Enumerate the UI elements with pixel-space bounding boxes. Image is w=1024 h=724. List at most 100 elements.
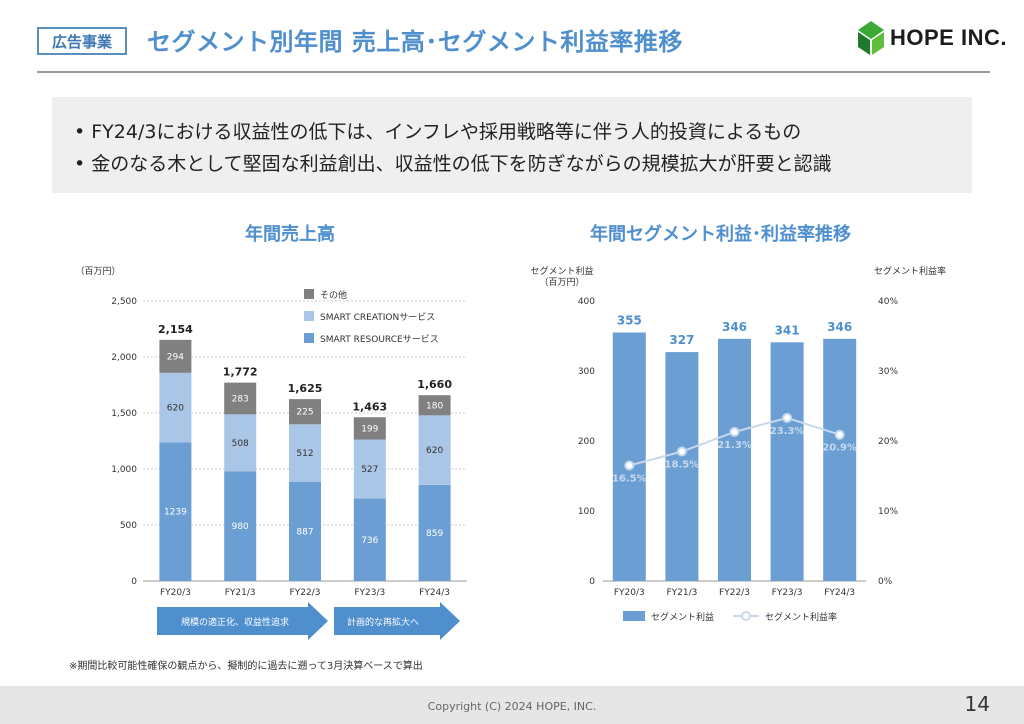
bar-segment xyxy=(224,471,257,581)
arrow-banner-2-label: 計画的な再拡大へ xyxy=(347,616,419,628)
page-number: 14 xyxy=(964,692,990,716)
margin-value-label: 23.3% xyxy=(770,426,805,437)
bar-total-label: 1,660 xyxy=(417,378,452,391)
bar-segment xyxy=(224,382,257,415)
bar-value-label: 283 xyxy=(232,394,249,404)
legend-swatch xyxy=(304,289,314,299)
profit-value-label: 346 xyxy=(827,320,852,334)
arrow-banner-1-label: 規模の適正化、収益性追求 xyxy=(181,616,289,628)
y2-tick-label: 0% xyxy=(878,577,893,587)
revenue-chart-title: 年間売上高 xyxy=(245,224,335,245)
y-tick-label: 300 xyxy=(578,367,595,377)
profit-bar xyxy=(665,352,699,581)
y2-tick-label: 10% xyxy=(878,507,898,517)
margin-value-label: 20.9% xyxy=(822,443,857,454)
profit-right-unit: セグメント利益率 xyxy=(874,265,946,277)
bar-segment xyxy=(418,395,451,416)
legend-label: その他 xyxy=(320,289,347,301)
margin-value-label: 21.3% xyxy=(717,440,752,451)
margin-point xyxy=(729,426,740,437)
bar-value-label: 736 xyxy=(361,536,378,546)
bar-total-label: 2,154 xyxy=(158,323,193,336)
page-title: セグメント別年間 売上高･セグメント利益率推移 xyxy=(147,28,683,56)
margin-point xyxy=(834,429,845,440)
bar-value-label: 859 xyxy=(426,529,443,539)
bar-value-label: 1239 xyxy=(164,508,187,518)
x-tick-label: FY20/3 xyxy=(160,588,191,598)
footnote: ※期間比較可能性確保の観点から、擬制的に過去に遡って3月決算ベースで算出 xyxy=(69,661,423,672)
bar-value-label: 294 xyxy=(167,352,184,362)
legend-swatch xyxy=(304,311,314,321)
bar-segment xyxy=(224,414,257,472)
legend-label: SMART RESOURCEサービス xyxy=(320,334,439,345)
y-tick-label: 2,500 xyxy=(111,297,137,307)
x-tick-label: FY22/3 xyxy=(719,588,750,598)
bar-total-label: 1,463 xyxy=(352,400,387,413)
profit-left-unit-line1: セグメント利益 xyxy=(530,265,593,277)
x-tick-label: FY22/3 xyxy=(290,588,321,598)
bar-value-label: 225 xyxy=(296,408,313,418)
bar-value-label: 512 xyxy=(296,449,313,459)
bar-value-label: 887 xyxy=(296,527,313,537)
summary-box: • FY24/3における収益性の低下は、インフレや採用戦略等に伴う人的投資による… xyxy=(52,97,972,193)
profit-bar xyxy=(718,338,751,581)
bar-total-label: 1,772 xyxy=(223,366,258,379)
revenue-unit-label: （百万円） xyxy=(75,266,120,277)
revenue-stacked-bar-chart: （百万円） 0 500 1,000 1,500 2,000 2,500 1239 620 29… xyxy=(75,266,467,640)
bar-segment xyxy=(159,339,192,373)
profit-value-label: 346 xyxy=(722,320,747,334)
legend-marker xyxy=(741,611,751,621)
bar-segment xyxy=(159,372,192,443)
profit-left-unit-line2: （百万円） xyxy=(539,277,584,288)
margin-value-label: 18.5% xyxy=(665,460,700,471)
bar-segment xyxy=(418,415,451,485)
y-tick-label: 1,000 xyxy=(111,465,137,475)
margin-value-label: 16.5% xyxy=(612,474,647,485)
x-tick-label: FY23/3 xyxy=(354,588,385,598)
margin-point xyxy=(676,446,687,457)
bar-value-label: 527 xyxy=(361,465,378,475)
profit-bar xyxy=(770,342,804,581)
segment-profit-combo-chart: セグメント利益 （百万円） セグメント利益率 0 100 200 300 400 0% 10… xyxy=(530,265,946,623)
copyright: Copyright (C) 2024 HOPE, INC. xyxy=(427,700,597,713)
arrow-banner-2 xyxy=(334,602,460,640)
bar-segment xyxy=(353,498,386,581)
bar-value-label: 620 xyxy=(167,404,184,414)
y-tick-label: 2,000 xyxy=(111,353,137,363)
profit-value-label: 341 xyxy=(775,323,800,337)
legend-label: セグメント利益 xyxy=(651,611,714,623)
y-tick-label: 1,500 xyxy=(111,409,137,419)
bar-segment xyxy=(289,424,321,482)
y-tick-label: 0 xyxy=(131,577,137,587)
arrow-banner-1 xyxy=(157,602,328,640)
legend-swatch xyxy=(304,333,314,343)
bar-segment xyxy=(289,481,321,581)
y2-tick-label: 20% xyxy=(878,437,898,447)
x-tick-label: FY24/3 xyxy=(824,588,855,598)
profit-bar xyxy=(823,338,857,581)
y-tick-label: 0 xyxy=(589,577,595,587)
bar-value-label: 199 xyxy=(361,424,378,434)
bar-value-label: 180 xyxy=(426,401,443,411)
margin-point xyxy=(624,460,635,471)
profit-value-label: 355 xyxy=(617,314,642,328)
hope-logo-icon xyxy=(858,21,884,55)
y2-tick-label: 30% xyxy=(878,367,898,377)
header-divider xyxy=(37,71,990,73)
profit-bar xyxy=(612,332,646,581)
profit-value-label: 327 xyxy=(669,333,694,347)
bar-total-label: 1,625 xyxy=(288,382,323,395)
x-tick-label: FY21/3 xyxy=(225,588,256,598)
legend-swatch xyxy=(623,611,645,621)
bar-value-label: 508 xyxy=(232,439,249,449)
y-tick-label: 400 xyxy=(578,297,595,307)
company-logo: HOPE INC. xyxy=(858,21,1007,55)
y-tick-label: 500 xyxy=(120,521,137,531)
y2-tick-label: 40% xyxy=(878,297,898,307)
profit-chart-title: 年間セグメント利益･利益率推移 xyxy=(590,224,851,245)
bar-segment xyxy=(353,417,386,440)
bar-segment xyxy=(353,439,386,499)
legend-label: SMART CREATIONサービス xyxy=(320,312,435,323)
bar-segment xyxy=(289,399,321,425)
summary-bullet: • 金のなる木として堅固な利益創出、収益性の低下を防ぎながらの規模拡大が肝要と認… xyxy=(74,153,832,175)
